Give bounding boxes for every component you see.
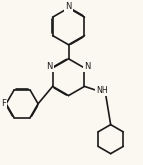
Text: N: N (84, 62, 91, 71)
Text: N: N (65, 1, 72, 11)
Text: NH: NH (97, 86, 108, 95)
Text: N: N (46, 62, 53, 71)
Text: F: F (1, 99, 6, 108)
